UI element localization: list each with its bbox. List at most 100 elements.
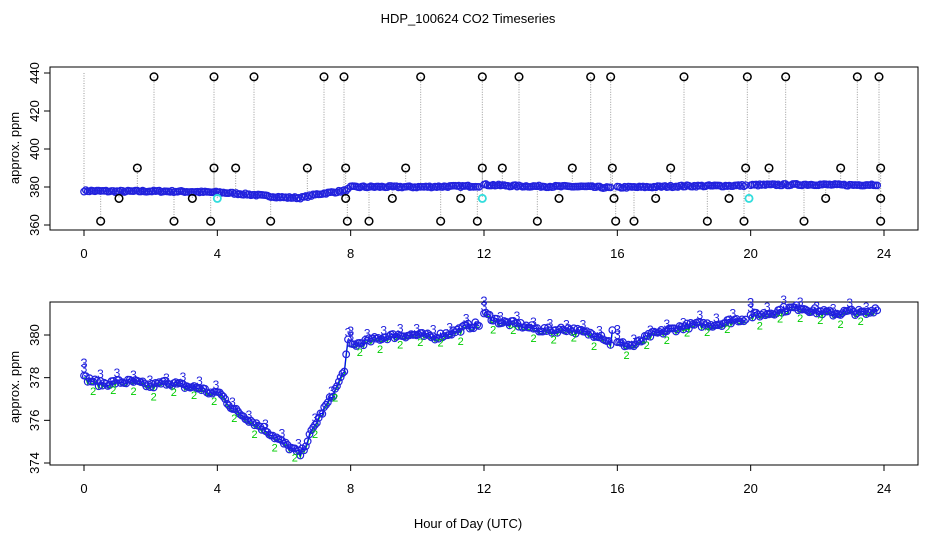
point-label: 2 xyxy=(332,393,338,405)
series-point xyxy=(635,336,644,345)
flagged-point xyxy=(744,193,754,203)
series-point xyxy=(847,305,856,314)
calibration-point xyxy=(364,216,374,226)
point-label: 3 xyxy=(830,302,837,316)
series-point xyxy=(492,314,501,323)
series-point xyxy=(259,422,268,431)
calibration-point xyxy=(651,193,661,203)
baseline-point xyxy=(666,181,675,190)
baseline-point xyxy=(777,181,786,190)
bottom-x-tick-label: 8 xyxy=(347,481,354,496)
calibration-point xyxy=(611,216,621,226)
series-point xyxy=(606,341,615,349)
series-point xyxy=(851,311,860,319)
point-label: 3 xyxy=(81,362,88,376)
calibration-point xyxy=(821,193,831,203)
series-point xyxy=(716,320,724,329)
series-point xyxy=(708,322,717,331)
top-x-tick-label: 12 xyxy=(477,246,491,261)
top-plot-frame xyxy=(49,66,919,231)
series-point xyxy=(377,335,386,344)
series-point xyxy=(359,341,368,350)
calibration-point xyxy=(302,163,312,173)
point-label: 2 xyxy=(171,387,177,399)
point-label: 2 xyxy=(211,396,217,408)
point-label: 3 xyxy=(328,384,335,398)
calibration-point xyxy=(876,163,886,173)
point-label: 2 xyxy=(357,347,363,359)
series-point xyxy=(820,305,828,314)
point-label: 3 xyxy=(180,370,187,384)
calibration-point xyxy=(852,72,862,82)
calibration-point xyxy=(702,216,712,226)
baseline-point xyxy=(661,182,669,190)
series-point xyxy=(739,317,748,326)
series-point xyxy=(208,389,217,398)
point-label: 2 xyxy=(272,442,278,454)
point-label: 2 xyxy=(231,413,237,425)
baseline-point xyxy=(738,181,746,189)
series-point xyxy=(92,376,101,385)
series-point xyxy=(803,306,812,315)
point-label: 2 xyxy=(437,337,443,349)
series-point xyxy=(761,311,770,320)
point-label: 2 xyxy=(817,315,823,327)
point-label: 3 xyxy=(413,321,420,335)
point-label: 3 xyxy=(80,356,87,371)
series-point xyxy=(281,438,290,447)
series-point xyxy=(171,378,180,387)
series-point xyxy=(608,326,617,335)
series-point xyxy=(206,388,215,397)
calibration-point xyxy=(629,216,639,226)
series-point xyxy=(327,394,336,402)
point-label: 3 xyxy=(680,315,687,329)
point-label: 3 xyxy=(345,325,352,339)
point-label: 3 xyxy=(813,299,820,313)
bottom-y-tick-label: 374 xyxy=(27,452,42,474)
bottom-y-tick-label: 378 xyxy=(27,367,42,389)
series-point xyxy=(303,437,312,446)
series-point xyxy=(566,325,575,334)
top-y-axis-label: approx. ppm xyxy=(7,112,22,184)
series-point xyxy=(865,308,874,317)
point-label: 3 xyxy=(863,300,870,314)
series-point xyxy=(546,326,554,335)
series-point xyxy=(642,332,651,341)
point-label: 2 xyxy=(312,429,318,441)
x-axis-label: Hour of Day (UTC) xyxy=(414,516,522,531)
point-label: 3 xyxy=(380,324,387,338)
calibration-point xyxy=(607,163,617,173)
calibration-point xyxy=(497,163,507,173)
bottom-x-tick-label: 16 xyxy=(610,481,624,496)
series-point xyxy=(759,309,768,317)
point-label: 2 xyxy=(110,385,116,397)
point-label: 2 xyxy=(151,391,157,403)
calibration-point xyxy=(249,72,259,82)
baseline-point xyxy=(168,186,176,195)
series-point xyxy=(374,333,383,342)
point-label: 3 xyxy=(596,323,603,337)
point-label: 3 xyxy=(430,322,437,336)
point-label: 3 xyxy=(163,371,170,385)
point-label: 3 xyxy=(764,300,771,314)
series-point xyxy=(195,384,204,393)
point-label: 2 xyxy=(704,327,710,339)
calibration-point xyxy=(206,216,216,226)
baseline-point xyxy=(692,182,701,191)
calibration-point xyxy=(586,72,596,82)
point-label: 2 xyxy=(664,335,670,347)
series-point xyxy=(604,337,613,345)
series-point xyxy=(333,382,341,391)
calibration-point xyxy=(387,193,397,203)
series-point xyxy=(873,306,882,315)
series-point xyxy=(318,409,327,418)
calibration-point xyxy=(472,216,482,226)
series-point xyxy=(520,323,529,331)
baseline-point xyxy=(239,190,248,199)
series-point xyxy=(628,340,636,349)
series-point xyxy=(425,331,434,340)
series-point xyxy=(221,395,230,403)
flagged-point xyxy=(477,193,487,203)
top-y-tick-label: 400 xyxy=(27,138,42,160)
bottom-x-tick-label: 4 xyxy=(214,481,221,496)
